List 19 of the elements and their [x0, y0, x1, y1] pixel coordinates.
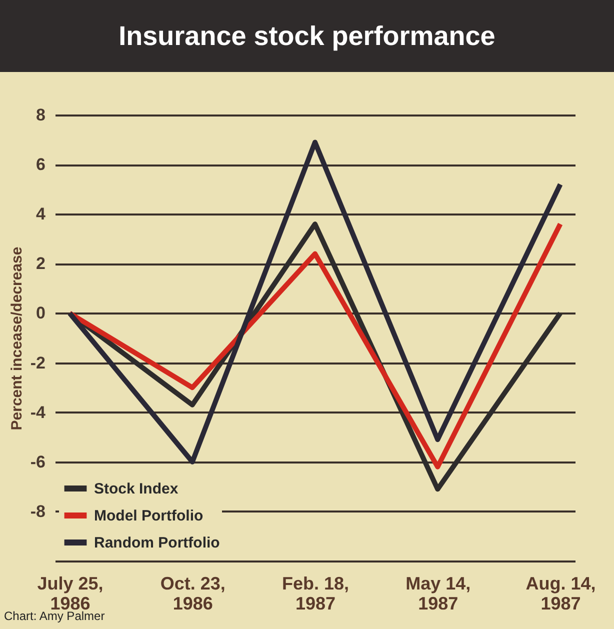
x-tick-label: Aug. 14, 1987 [526, 574, 596, 614]
x-tick-label: May 14, 1987 [406, 574, 471, 614]
legend-label: Random Portfolio [94, 534, 220, 552]
chart-title: Insurance stock performance [0, 0, 614, 72]
y-tick-label: -8 [30, 502, 46, 521]
y-axis-title: Percent incease/decrease [8, 246, 26, 430]
x-tick-label: Feb. 18, 1987 [282, 574, 350, 614]
y-tick-label: -2 [30, 353, 46, 372]
y-tick-label: 8 [36, 106, 46, 124]
legend-label: Stock Index [94, 480, 179, 498]
text: Chart: Amy Palmer [4, 609, 105, 623]
x-tick-label: Oct. 23, 1986 [160, 574, 226, 614]
y-tick-label: 2 [36, 254, 46, 274]
y-tick-label: 0 [36, 304, 46, 323]
y-tick-label: 6 [36, 155, 46, 174]
y-tick-label: -4 [30, 402, 46, 422]
legend-label: Model Portfolio [94, 508, 204, 524]
y-tick-label: -6 [30, 452, 46, 472]
y-tick-label: 4 [36, 204, 46, 224]
